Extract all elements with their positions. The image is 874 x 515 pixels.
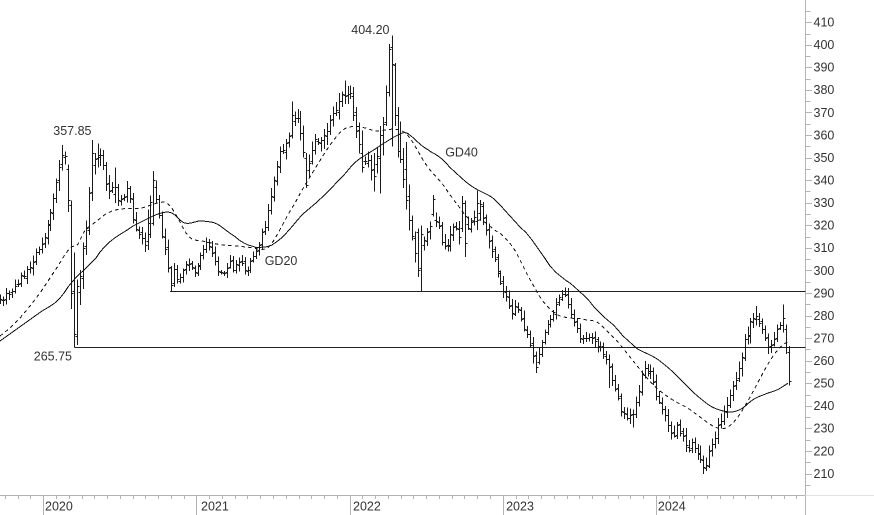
svg-text:357.85: 357.85 (53, 124, 91, 138)
svg-text:340: 340 (814, 174, 835, 188)
svg-text:2022: 2022 (353, 500, 381, 514)
svg-text:240: 240 (814, 399, 835, 413)
svg-text:320: 320 (814, 219, 835, 233)
svg-text:310: 310 (814, 241, 835, 255)
svg-text:GD40: GD40 (445, 146, 478, 160)
svg-text:370: 370 (814, 106, 835, 120)
svg-text:300: 300 (814, 264, 835, 278)
svg-text:280: 280 (814, 309, 835, 323)
svg-text:220: 220 (814, 444, 835, 458)
svg-text:330: 330 (814, 196, 835, 210)
svg-text:270: 270 (814, 331, 835, 345)
svg-text:210: 210 (814, 467, 835, 481)
svg-text:350: 350 (814, 151, 835, 165)
svg-text:2023: 2023 (506, 500, 534, 514)
svg-text:410: 410 (814, 16, 835, 30)
svg-text:265.75: 265.75 (34, 350, 72, 364)
svg-text:260: 260 (814, 354, 835, 368)
svg-text:2021: 2021 (201, 500, 229, 514)
svg-text:380: 380 (814, 83, 835, 97)
svg-text:290: 290 (814, 286, 835, 300)
svg-text:2024: 2024 (658, 500, 686, 514)
svg-text:390: 390 (814, 61, 835, 75)
svg-text:2020: 2020 (45, 500, 73, 514)
svg-text:400: 400 (814, 38, 835, 52)
svg-text:360: 360 (814, 128, 835, 142)
svg-text:250: 250 (814, 377, 835, 391)
svg-text:230: 230 (814, 422, 835, 436)
svg-text:GD20: GD20 (265, 254, 298, 268)
svg-text:404.20: 404.20 (351, 23, 389, 37)
